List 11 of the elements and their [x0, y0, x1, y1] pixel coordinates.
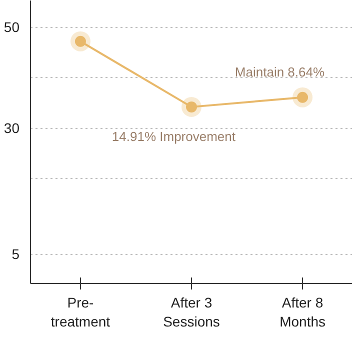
x-tick-label: After 8 Months	[280, 294, 326, 330]
x-tick-label: Pre- treatment	[50, 294, 110, 330]
point	[70, 31, 90, 52]
point	[182, 96, 202, 117]
y-tick-label: 5	[12, 246, 20, 262]
annotation: 14.91% Improvement	[112, 128, 236, 144]
point	[292, 87, 313, 108]
y-tick-label: 50	[4, 19, 20, 36]
y-tick-label: 30	[4, 120, 20, 136]
annotation: Maintain 8.64%	[234, 64, 325, 80]
x-tick-label: After 3 Sessions	[163, 294, 220, 330]
